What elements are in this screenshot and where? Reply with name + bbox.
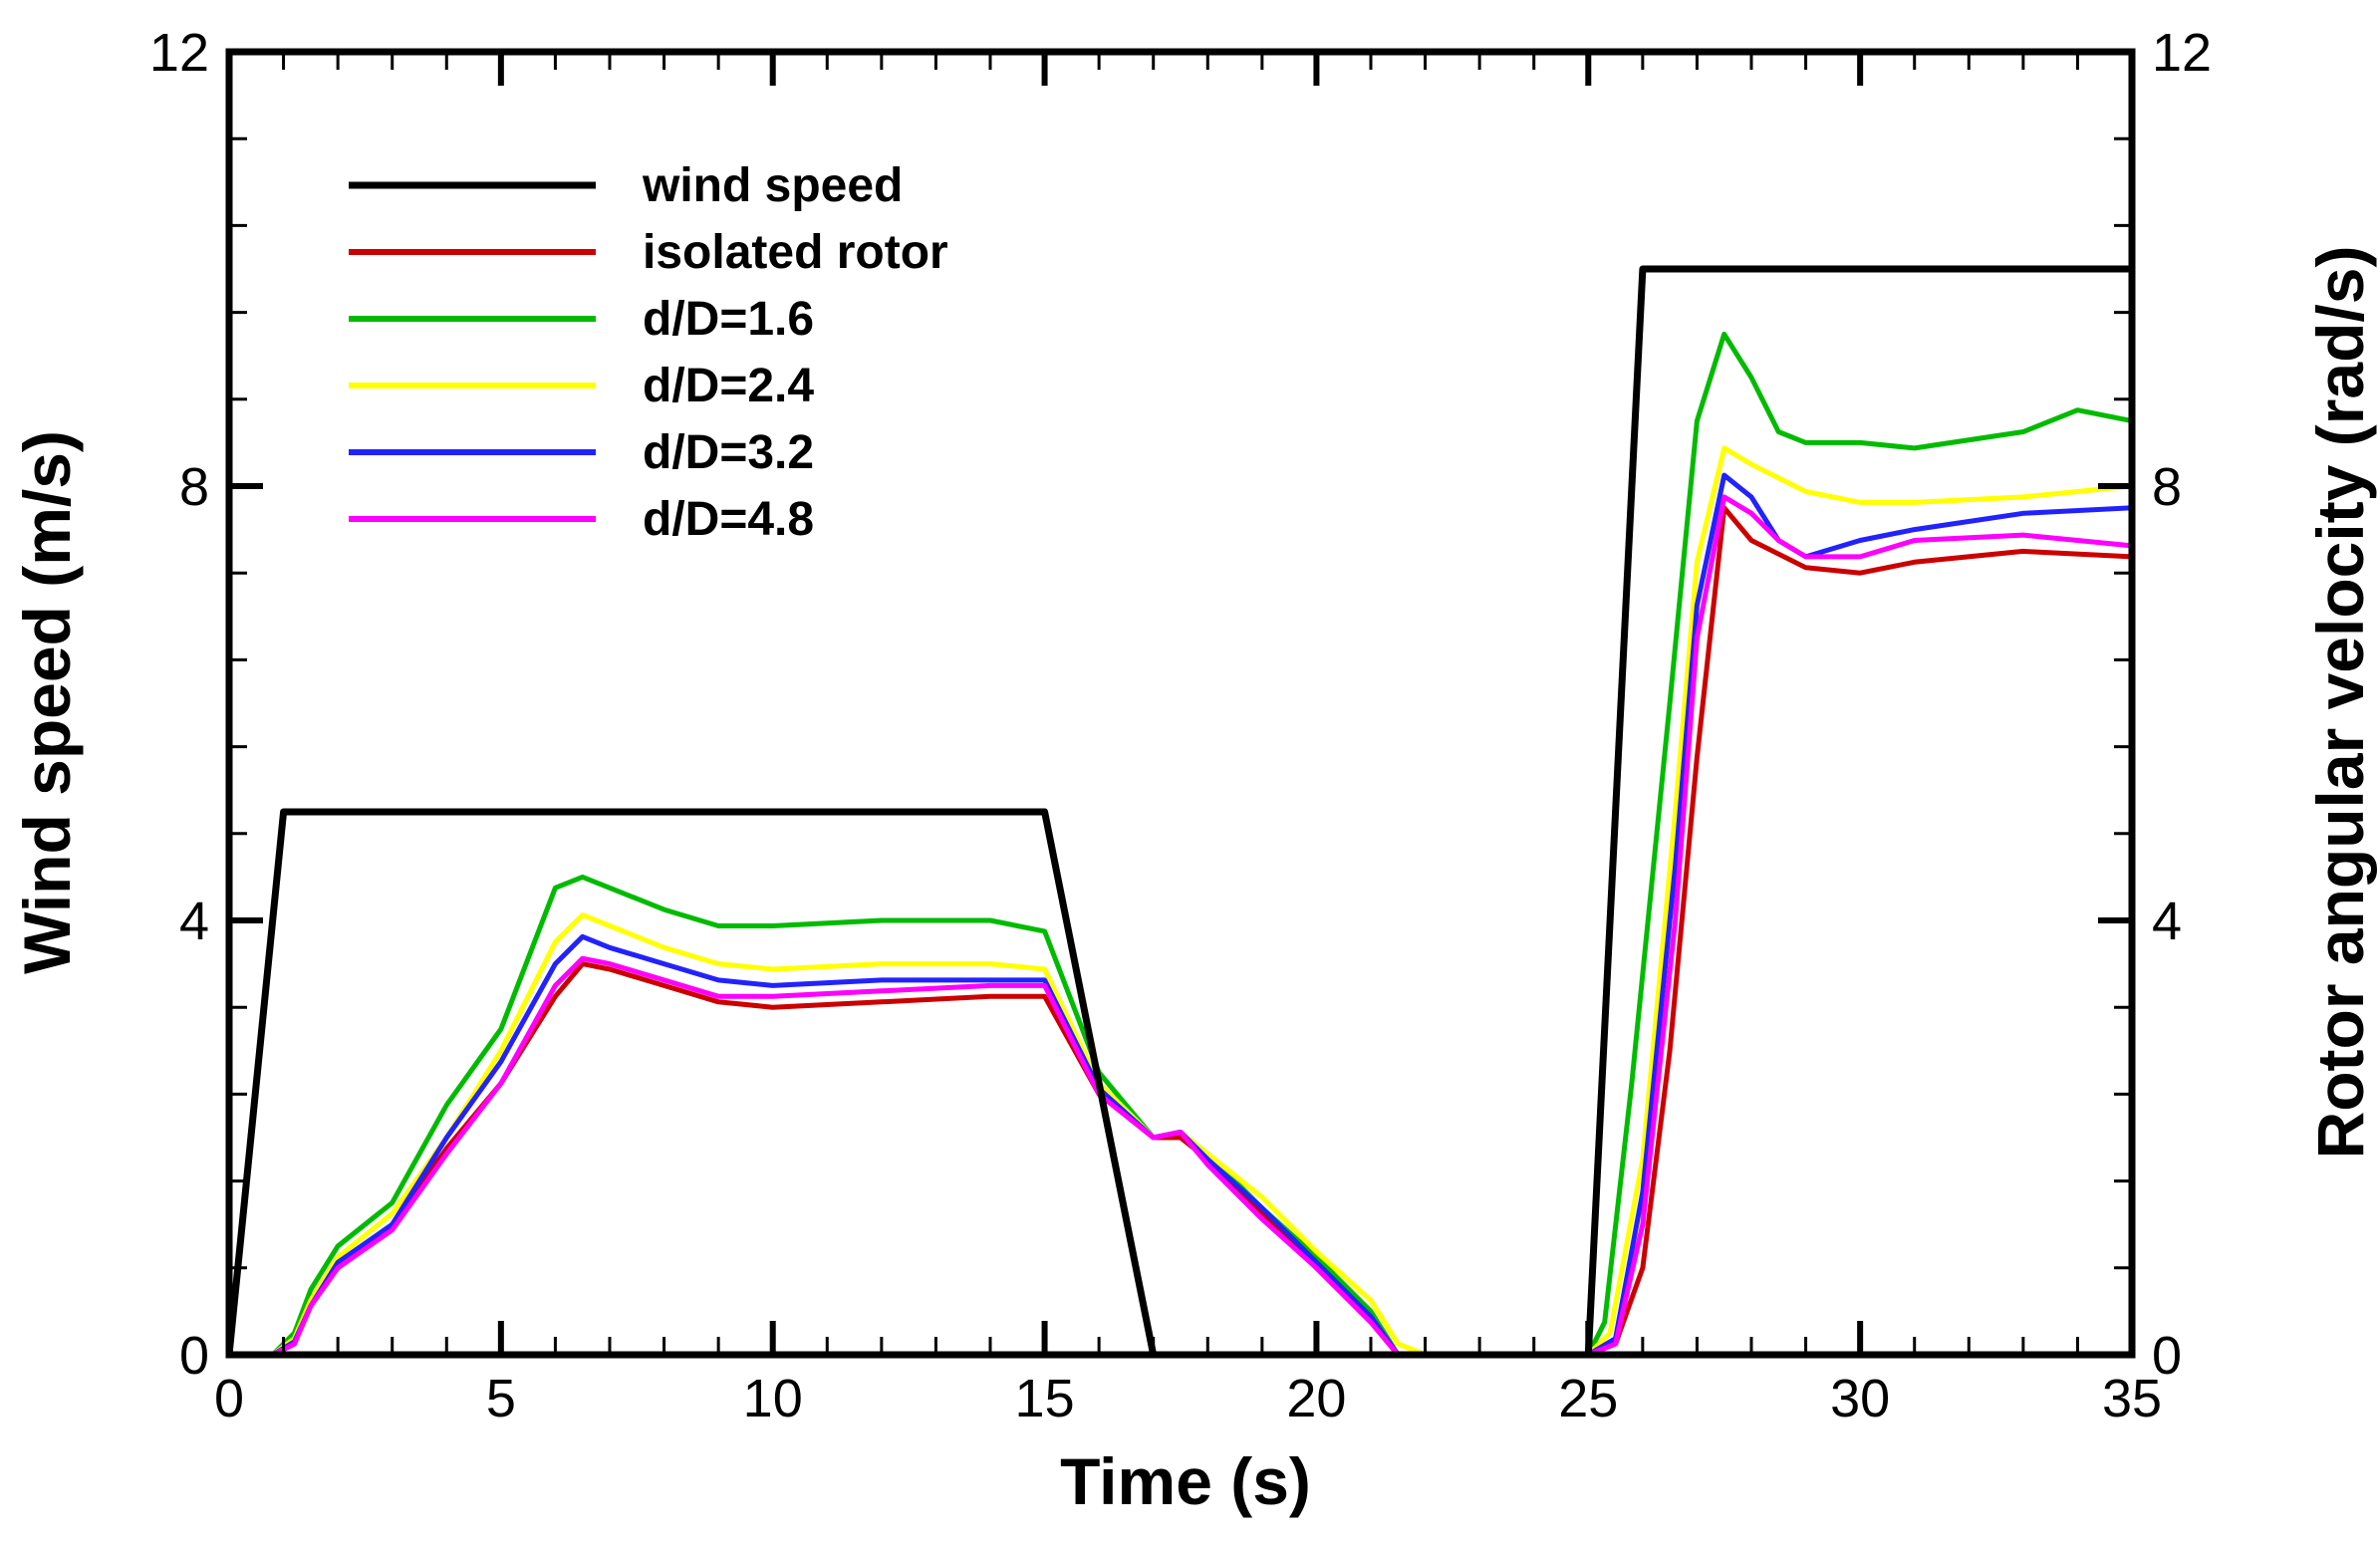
- x-tick-label: 25: [1558, 1369, 1618, 1428]
- y2-tick-label: 4: [2152, 892, 2182, 951]
- legend-label-wind-speed: wind speed: [642, 159, 903, 212]
- y2-axis-title: Rotor angular velocity (rad/s): [2303, 246, 2377, 1160]
- series-line-d-d-2-4: [229, 445, 2133, 1358]
- y-tick-label: 12: [149, 23, 209, 83]
- legend: wind speed isolated rotor d/D=1.6 d/D=2.4 d/…: [349, 159, 948, 546]
- y2-tick-label: 0: [2152, 1326, 2182, 1386]
- series-layer: [225, 265, 2133, 1359]
- x-tick-label: 0: [214, 1369, 244, 1428]
- series-line-d-d-3-2: [229, 472, 2133, 1358]
- series-line-wind-speed: [225, 265, 2132, 1359]
- x-tick-label: 5: [486, 1369, 516, 1428]
- legend-label-d-d-4-8: d/D=4.8: [643, 493, 814, 546]
- y-axis-title: Wind speed (m/s): [10, 430, 84, 974]
- x-tick-label: 15: [1015, 1369, 1075, 1428]
- axes-layer: [225, 48, 2136, 1359]
- x-tick-label: 20: [1286, 1369, 1346, 1428]
- x-tick-label: 10: [743, 1369, 803, 1428]
- legend-label-isolated-rotor: isolated rotor: [643, 226, 948, 279]
- x-axis-title: Time (s): [1060, 1444, 1311, 1518]
- y2-tick-label: 8: [2152, 457, 2182, 517]
- plot-frame: [225, 48, 2136, 1359]
- x-tick-label: 30: [1830, 1369, 1890, 1428]
- legend-label-d-d-3-2: d/D=3.2: [643, 426, 814, 479]
- y-tick-label: 0: [179, 1326, 209, 1386]
- series-line-d-d-4-8: [229, 494, 2133, 1358]
- legend-label-d-d-1-6: d/D=1.6: [643, 293, 814, 346]
- y-tick-label: 4: [179, 892, 209, 951]
- y2-tick-label: 12: [2152, 23, 2212, 83]
- y-tick-label: 8: [179, 457, 209, 517]
- series-line-d-d-1-6: [229, 331, 2133, 1358]
- legend-label-d-d-2-4: d/D=2.4: [643, 360, 814, 412]
- series-line-isolated-rotor: [229, 505, 2133, 1358]
- x-tick-label: 35: [2102, 1369, 2162, 1428]
